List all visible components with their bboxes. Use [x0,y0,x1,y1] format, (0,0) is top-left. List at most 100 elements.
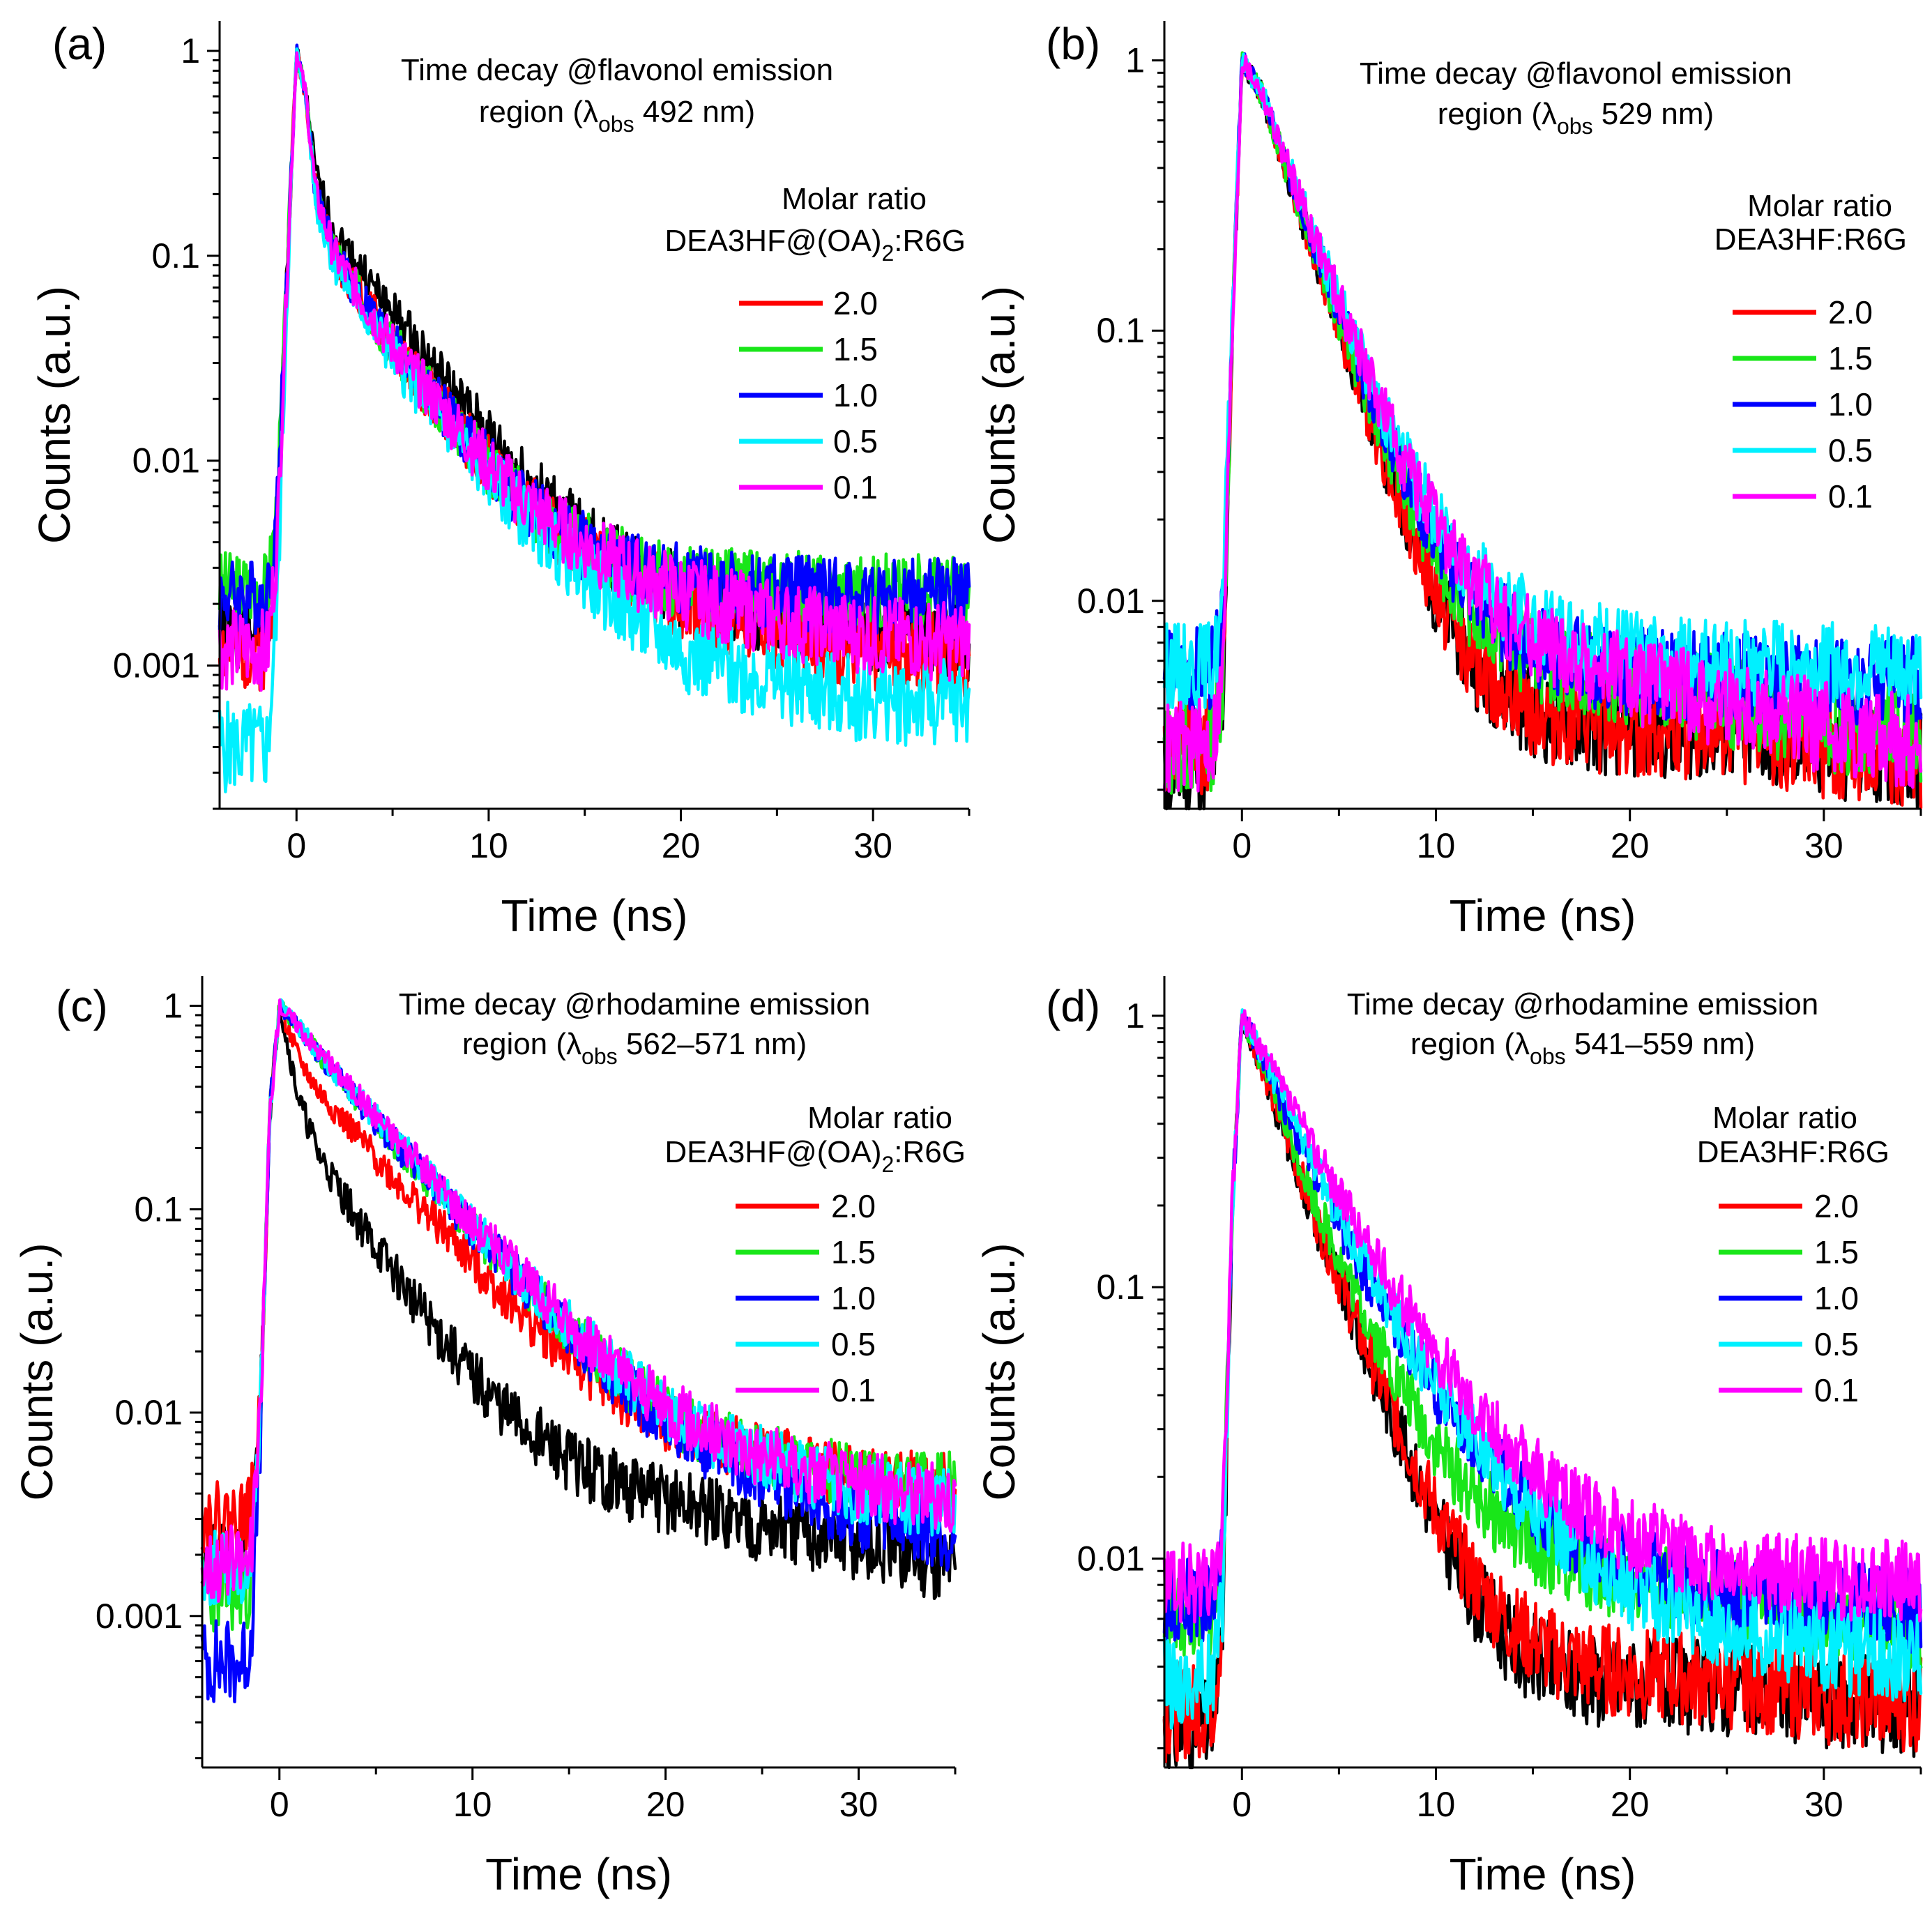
obs-subscript: obs [581,1044,618,1069]
series-group [200,998,957,1704]
x-tick-label: 0 [1232,826,1252,865]
x-tick-label: 10 [469,826,508,865]
legend-item: 2.0 [1733,294,1873,330]
legend-title-part-a: DEA3HF:R6G [1714,222,1907,257]
lambda-symbol: λ [566,1027,581,1061]
legend-title-line-1: Molar ratio [1712,1101,1857,1135]
annotation-line-2: region (λobs 492 nm) [479,95,755,137]
legend-title-part-b: :R6G [894,1135,966,1169]
annotation-suffix: 492 nm) [634,95,756,129]
legend-item: 0.1 [736,1372,876,1408]
legend-label: 1.0 [1828,386,1873,423]
obs-subscript: obs [598,112,634,137]
legend-item: 1.5 [736,1234,876,1270]
y-tick-label: 1 [163,987,183,1026]
series-line-2-0 [1162,1015,1923,1763]
legend-label: 1.5 [1828,340,1873,377]
legend-label: 1.5 [831,1234,876,1270]
annotation-prefix: region ( [479,95,584,129]
legend-label: 0.1 [1814,1372,1859,1408]
x-tick-label: 20 [662,826,701,865]
legend-title-subscript: 2 [882,1152,895,1177]
legend-item: 0.5 [739,423,878,459]
legend-label: 2.0 [833,285,878,321]
legend-title-line-2: DEA3HF@(OA)2:R6G [664,224,966,266]
legend-item: 0.1 [1733,478,1873,515]
legend-item: 1.5 [1733,340,1873,377]
lambda-symbol: λ [583,95,598,129]
y-tick-label: 0.1 [1096,1268,1145,1307]
x-tick-label: 10 [1417,1785,1456,1824]
series-line-0-1 [200,998,957,1603]
x-tick-label: 0 [1232,1785,1252,1824]
legend-label: 0.1 [833,469,878,505]
series-group [218,43,971,793]
y-tick-label: 0.1 [151,236,200,275]
legend-item: 1.0 [1719,1280,1859,1316]
y-axis-title: Counts (a.u.) [974,286,1024,544]
panel-label: (d) [1046,981,1100,1031]
panel-label: (b) [1046,19,1100,69]
legend-title-subscript: 2 [882,241,895,266]
annotation-line-1: Time decay @rhodamine emission [399,987,870,1021]
series-line-0-1 [218,51,971,692]
y-tick-label: 0.01 [132,441,200,480]
legend-label: 0.1 [831,1372,876,1408]
legend-title-part-a: DEA3HF@(OA) [664,1135,881,1169]
legend-label: 2.0 [1814,1188,1859,1224]
legend-item: 1.0 [1733,386,1873,423]
legend-label: 1.5 [833,331,878,367]
legend-item: 0.1 [739,469,878,505]
x-axis-title: Time (ns) [501,890,688,941]
x-tick-label: 30 [1804,1785,1843,1824]
annotation-prefix: region ( [462,1027,567,1061]
y-tick-label: 1 [181,31,200,70]
series-line-0-5 [218,47,971,793]
legend-label: 0.5 [833,423,878,459]
legend-item: 0.5 [1733,432,1873,469]
y-tick-label: 0.1 [134,1189,183,1229]
legend-label: 0.5 [1828,432,1873,469]
x-tick-label: 20 [646,1785,685,1824]
legend-item: 1.5 [739,331,878,367]
y-tick-label: 0.001 [113,646,200,685]
legend-label: 1.0 [1814,1280,1859,1316]
annotation-suffix: 562–571 nm) [618,1027,807,1061]
legend-label: 2.0 [1828,294,1873,330]
legend-item: 2.0 [736,1188,876,1224]
y-tick-label: 0.1 [1096,311,1145,350]
legend-item: 0.5 [736,1326,876,1362]
panel-label: (a) [52,19,107,69]
series-line-0-5 [1162,1008,1923,1730]
x-tick-label: 20 [1611,826,1650,865]
x-tick-label: 20 [1611,1785,1650,1824]
y-tick-label: 1 [1125,996,1145,1035]
legend-title-part-a: DEA3HF:R6G [1697,1135,1889,1169]
x-tick-label: 30 [839,1785,878,1824]
legend-title-line-2: DEA3HF:R6G [1714,222,1907,257]
annotation-line-1: Time decay @flavonol emission [1360,56,1792,91]
legend-item: 2.0 [739,285,878,321]
series-line-0-1 [1162,1009,1923,1624]
legend-label: 2.0 [831,1188,876,1224]
x-axis-title: Time (ns) [485,1849,672,1899]
panel-b: 0 10 20 30 0.01 0.1 1 Time (ns) Counts (a.u.) (b)… [974,19,1923,941]
y-axis-title: Counts (a.u.) [12,1243,62,1501]
obs-subscript: obs [1530,1044,1566,1069]
x-tick-label: 10 [453,1785,492,1824]
x-tick-label: 10 [1417,826,1456,865]
legend-title-line-2: DEA3HF:R6G [1697,1135,1889,1169]
lambda-symbol: λ [1542,97,1557,131]
legend-label: 0.5 [1814,1326,1859,1362]
legend-label: 1.0 [831,1280,876,1316]
y-tick-label: 0.01 [1077,1539,1145,1578]
legend-title-line-1: Molar ratio [1747,189,1892,223]
lambda-symbol: λ [1514,1027,1530,1061]
annotation-prefix: region ( [1410,1027,1515,1061]
y-tick-label: 0.01 [1077,581,1145,621]
annotation-prefix: region ( [1438,97,1542,131]
x-tick-label: 30 [853,826,892,865]
legend-title-part-a: DEA3HF@(OA) [664,224,881,258]
legend-label: 1.0 [833,377,878,413]
